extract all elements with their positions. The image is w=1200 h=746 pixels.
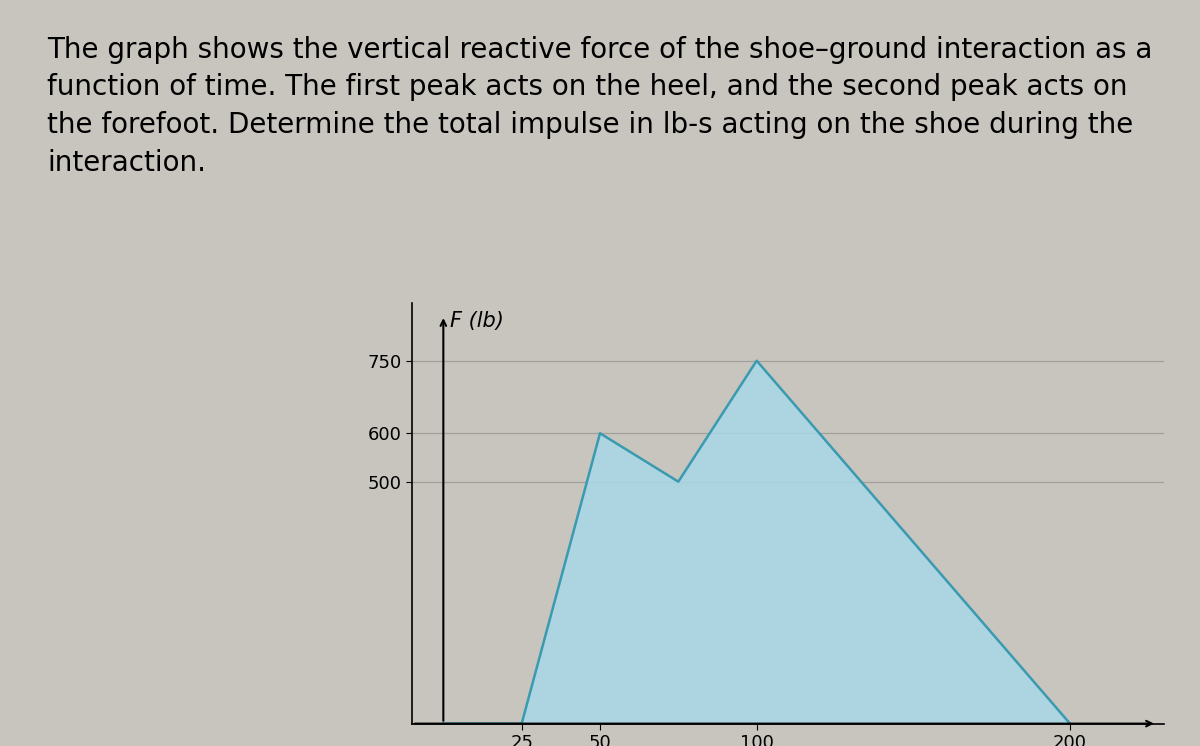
Polygon shape	[443, 360, 1070, 724]
Text: The graph shows the vertical reactive force of the shoe–ground interaction as a
: The graph shows the vertical reactive fo…	[47, 36, 1153, 178]
Text: F (lb): F (lb)	[450, 311, 504, 331]
